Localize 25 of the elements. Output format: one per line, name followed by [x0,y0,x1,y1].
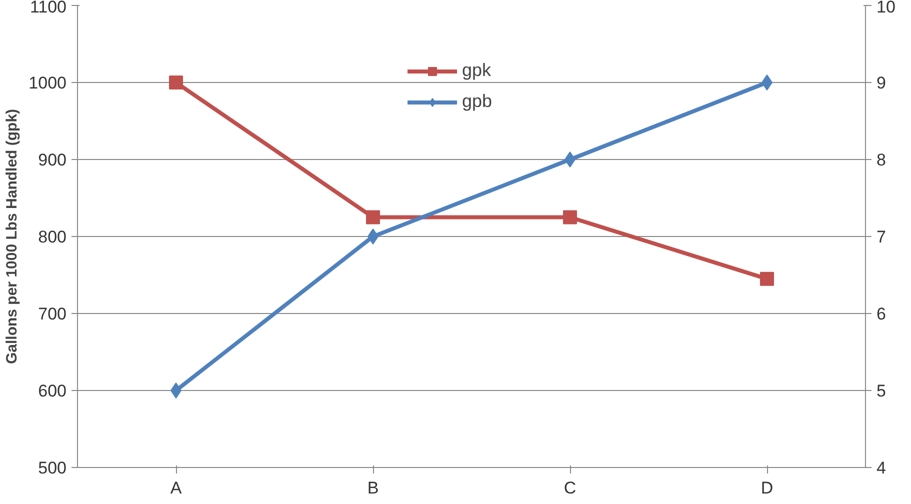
y-tick-label: 900 [38,150,67,170]
x-tick-label: D [760,478,774,498]
y-axis-title: Gallons per 1000 Lbs Handled (gpk) [4,108,21,364]
y2-tick-label: 7 [876,228,886,246]
y-tick-label: 700 [38,304,67,324]
y2-tick-label: 8 [876,150,886,170]
y2-tick-label: 6 [876,304,886,324]
y-tick-label: 1000 [28,74,67,92]
x-tick-label: C [564,478,576,498]
y2-tick-label: 4 [876,458,886,478]
point [366,210,380,224]
y2-tick-label: 9 [876,74,886,92]
x-tick-label: B [367,478,379,498]
y2-tick-label: 5 [876,382,886,400]
point [760,272,774,286]
legend-label: gpb [462,91,492,112]
x-tick-label: A [170,478,182,498]
y2-tick-label: 10 [876,0,896,16]
y-tick-label: 600 [38,382,67,400]
point [563,210,577,224]
y-tick-label: 800 [38,228,67,246]
y-tick-label: 1100 [30,0,67,16]
y-tick-label: 500 [38,458,67,478]
point [169,76,183,90]
legend-label: gpk [462,60,492,81]
